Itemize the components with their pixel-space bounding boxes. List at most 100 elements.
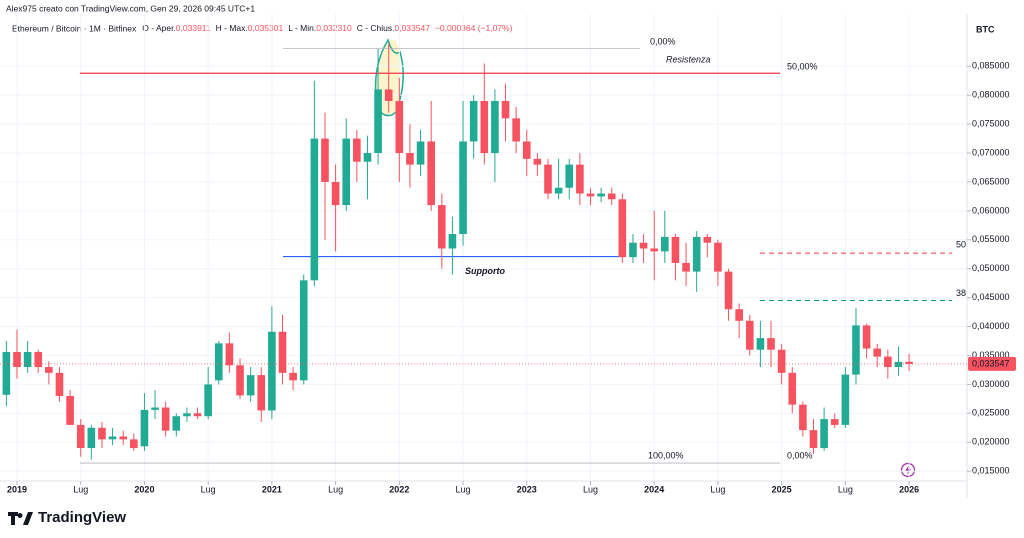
x-tick-label: Lug [328, 484, 343, 494]
candle-body [406, 153, 414, 165]
candle-body [682, 262, 690, 272]
candle-body [55, 372, 64, 396]
x-tick-label: 2024 [644, 484, 664, 494]
candle-body [671, 236, 680, 263]
candle-body [204, 384, 212, 417]
candle-body [214, 343, 223, 381]
candle-body [809, 430, 818, 449]
x-tick-label: Lug [583, 484, 598, 494]
support-label: Supporto [465, 266, 505, 276]
candle-body [140, 409, 149, 447]
candle-body [183, 413, 191, 417]
candle-body [512, 118, 520, 142]
ohlc-label: L - Min. [288, 23, 316, 33]
footer-logo-text: TradingView [38, 509, 126, 526]
candle-body [448, 234, 457, 249]
candle-body [459, 141, 467, 235]
y-tick-label: 0,025000 [972, 408, 1010, 418]
candle-body [2, 352, 11, 395]
ohlc-label: C - Chius. [357, 23, 395, 33]
candle-body [45, 367, 53, 373]
ohlc-value: 0,033911 [176, 23, 211, 33]
y-axis-label: BTC [976, 24, 995, 34]
candle-body [438, 205, 446, 249]
candle-body [172, 416, 181, 431]
y-tick-label: 0,020000 [972, 437, 1010, 447]
curve-annotation [374, 38, 404, 117]
candle-body [87, 427, 96, 449]
candle-body [236, 365, 244, 396]
candle-body [34, 352, 43, 368]
candle-body [108, 436, 117, 440]
candle-body [618, 199, 627, 258]
candle-body [554, 187, 563, 194]
candle-body [257, 375, 266, 411]
candle-body [66, 395, 74, 425]
candle-body [480, 100, 489, 154]
x-tick-label: Lug [201, 484, 216, 494]
candle-body [193, 413, 202, 417]
candle-body [321, 138, 329, 182]
event-icon[interactable] [900, 462, 916, 478]
candle-body [894, 361, 903, 368]
candle-body [905, 361, 913, 364]
ohlc-value: 0,032310 [316, 23, 352, 33]
y-tick-label: 0,085000 [972, 61, 1010, 71]
candle-body [703, 236, 712, 243]
x-tick-label: 2022 [389, 484, 409, 494]
candle-body [565, 164, 574, 188]
attribution: Alex975 creato con TradingView.com, Gen … [6, 3, 255, 13]
last-price-box [968, 356, 1016, 371]
candle-body [650, 248, 658, 252]
candle-body [363, 153, 372, 162]
y-tick-label: 0,075000 [972, 118, 1010, 128]
candle-body [246, 375, 255, 396]
candle-body [491, 100, 499, 154]
candle-body [767, 338, 775, 350]
candle-body [714, 242, 722, 272]
candle-body [416, 141, 425, 165]
candle-body [501, 100, 510, 119]
y-tick-label: 0,065000 [972, 176, 1010, 186]
candle-body [98, 427, 106, 440]
candle-body [23, 352, 32, 368]
candle-body [862, 325, 871, 349]
y-tick-label: 0,030000 [972, 379, 1010, 389]
candle-body [278, 331, 287, 373]
candle-body [353, 138, 361, 162]
event-icon-bolt [905, 465, 911, 475]
candle-body [522, 141, 531, 159]
candle-body [724, 271, 733, 310]
fib-label: 0,00% [650, 37, 676, 47]
candle-body [374, 89, 382, 154]
y-tick-label: 0,060000 [972, 205, 1010, 215]
candle-body [533, 158, 542, 165]
candle-body [629, 242, 637, 258]
candle-body [788, 372, 797, 405]
x-tick-label: Lug [838, 484, 853, 494]
last-price-label: 0,033547 [972, 358, 1010, 368]
candle-body [639, 242, 648, 249]
candle-body [830, 419, 839, 425]
candle-body [13, 352, 21, 368]
ohlc-label: H - Max. [216, 23, 248, 33]
candle-body [841, 374, 850, 425]
x-tick-label: 2026 [899, 484, 919, 494]
x-tick-label: 2025 [772, 484, 792, 494]
candle-body [576, 164, 584, 194]
candle-body [607, 193, 616, 200]
candle-body [597, 193, 605, 197]
candle-body [299, 280, 308, 381]
candle-body [799, 404, 807, 431]
x-tick-label: 2019 [7, 484, 27, 494]
y-tick-label: 0,055000 [972, 234, 1010, 244]
candle-body [342, 138, 351, 206]
candle-body [119, 436, 127, 440]
y-tick-label: 0,050000 [972, 263, 1010, 273]
candle-body [384, 89, 393, 101]
candle-body [586, 193, 595, 197]
candle-body [331, 181, 340, 206]
candle-body [427, 141, 435, 206]
symbol: Ethereum / Bitcoin · 1M · Bitfinex [12, 23, 137, 33]
